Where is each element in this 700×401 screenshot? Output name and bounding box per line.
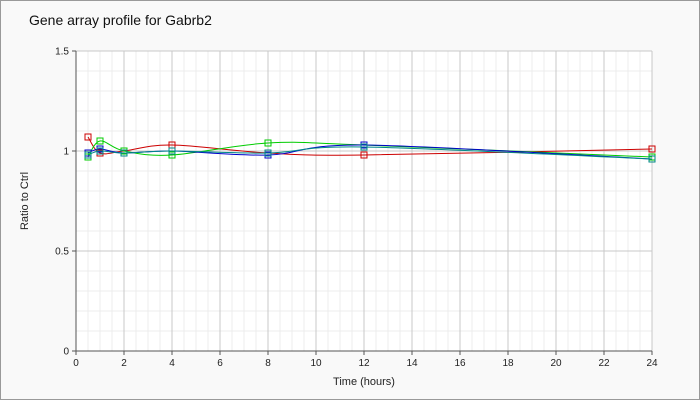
x-tick-label: 0 (73, 358, 79, 369)
data-point-3-6 (648, 155, 656, 163)
x-axis-label: Time (hours) (333, 376, 395, 388)
data-point-3-5 (360, 143, 368, 151)
x-tick-label: 6 (217, 358, 223, 369)
x-tick-label: 20 (550, 358, 562, 369)
y-tick-label: 1.5 (55, 47, 69, 58)
data-point-3-0 (84, 151, 92, 159)
x-tick-label: 22 (598, 358, 610, 369)
data-point-0-5 (360, 151, 368, 159)
y-tick-label: 1 (63, 147, 69, 158)
x-tick-label: 14 (406, 358, 418, 369)
data-point-1-4 (264, 139, 272, 147)
y-tick-label: 0.5 (55, 247, 69, 258)
x-tick-label: 16 (454, 358, 466, 369)
chart-title: Gene array profile for Gabrb2 (29, 12, 212, 28)
x-tick-label: 2 (121, 358, 127, 369)
axes (72, 50, 653, 355)
x-tick-label: 24 (646, 358, 658, 369)
data-point-0-0 (84, 133, 92, 141)
x-tick-label: 8 (265, 358, 271, 369)
x-tick-label: 12 (358, 358, 370, 369)
data-point-3-2 (120, 149, 128, 157)
x-tick-label: 18 (502, 358, 514, 369)
y-axis-label: Ratio to Ctrl (19, 172, 31, 230)
x-tick-label: 10 (310, 358, 322, 369)
data-point-3-1 (96, 147, 104, 155)
data-point-3-4 (264, 149, 272, 157)
data-point-1-1 (96, 137, 104, 145)
data-point-1-3 (168, 151, 176, 159)
data-point-3-3 (168, 147, 176, 155)
major-grid (76, 50, 653, 351)
y-tick-label: 0 (63, 347, 69, 358)
data-point-0-6 (648, 145, 656, 153)
x-tick-label: 4 (169, 358, 175, 369)
series-layer (84, 133, 656, 163)
